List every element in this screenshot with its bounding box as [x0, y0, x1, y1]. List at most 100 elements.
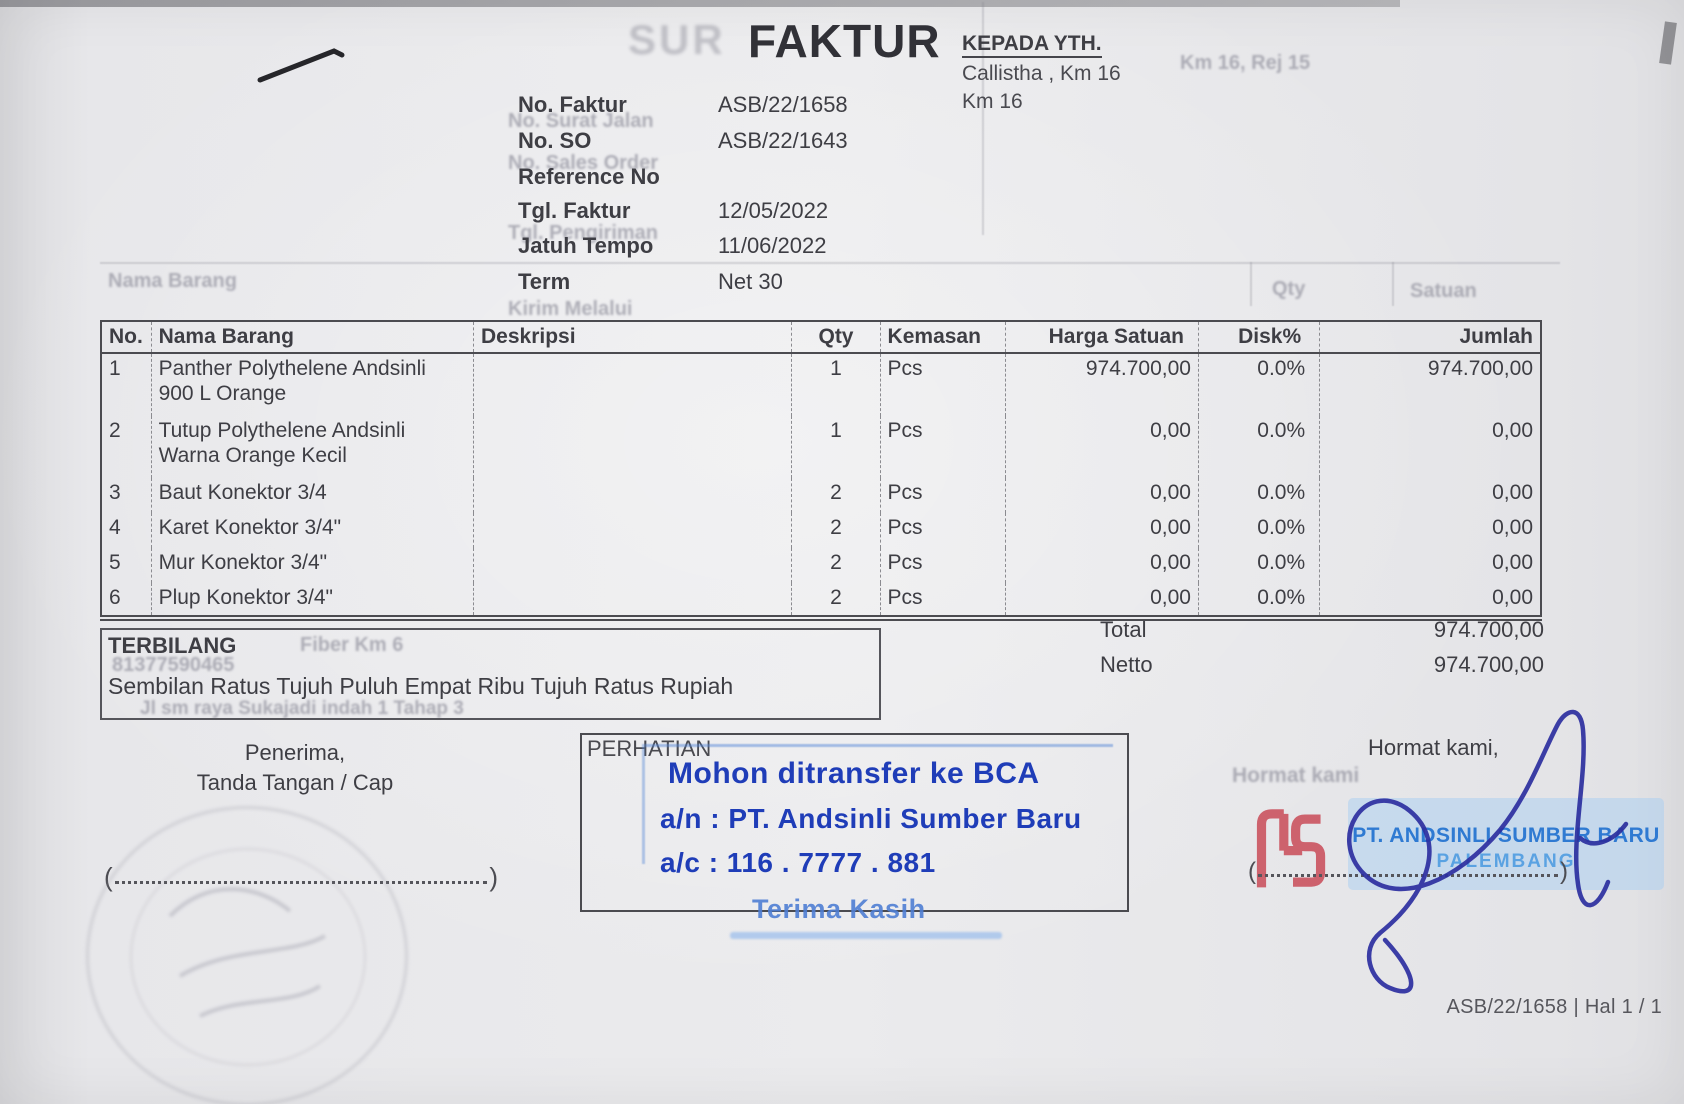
- recipient-line-2: Km 16: [962, 90, 1023, 113]
- cell-disk: 0.0%: [1197, 477, 1320, 513]
- col-header-deskripsi: Deskripsi: [472, 321, 792, 354]
- cell-harga: 0,00: [1004, 477, 1199, 513]
- meta-value: Net 30: [718, 269, 783, 294]
- page-footer: ASB/22/1658 | Hal 1 / 1: [1446, 996, 1662, 1018]
- paren-close: ): [1560, 858, 1568, 885]
- cell-jumlah: 0,00: [1319, 415, 1541, 478]
- cell-harga: 0,00: [1004, 582, 1199, 615]
- item-row: 3 Baut Konektor 3/4 2 Pcs 0,00 0.0% 0,00: [101, 477, 1541, 513]
- payment-stamp-border-top: [645, 744, 1113, 747]
- meta-value: 11/06/2022: [718, 233, 827, 258]
- meta-value: ASB/22/1658: [718, 92, 848, 117]
- items-table: No. Nama Barang Deskripsi Qty Kemasan Ha…: [100, 320, 1542, 615]
- cell-no: 4: [109, 515, 121, 539]
- terbilang-words: Sembilan Ratus Tujuh Puluh Empat Ribu Tu…: [108, 673, 734, 699]
- col-header-disk: Disk%: [1197, 321, 1320, 354]
- cell-kemasan: Pcs: [879, 582, 1006, 615]
- ghost-meta-line: No. Surat Jalan: [508, 110, 654, 132]
- cell-qty: 2: [791, 582, 881, 615]
- item-row: 1 Panther Polythelene Andsinli 900 L Oran…: [101, 352, 1541, 416]
- cell-harga: 0,00: [1004, 547, 1199, 583]
- ghost-table-header-name: Nama Barang: [108, 270, 237, 292]
- payment-stamp-line-4: Terima Kasih: [752, 894, 926, 924]
- cell-jumlah: 0,00: [1319, 547, 1541, 583]
- cell-name: Mur Konektor 3/4": [150, 547, 474, 583]
- ghost-meta-line: Tgl. Pengiriman: [508, 222, 659, 244]
- payment-stamp-border-left: [642, 744, 645, 864]
- scan-corner-mark: [1659, 21, 1677, 65]
- cell-jumlah: 974.700,00: [1319, 352, 1541, 416]
- cell-kemasan: Pcs: [879, 415, 1006, 478]
- faint-stamp-scribble: [168, 887, 326, 1018]
- ghost-text: Fiber Km 6: [300, 634, 404, 656]
- receiver-line-1: Penerima,: [244, 740, 346, 765]
- items-table-wrapper: No. Nama Barang Deskripsi Qty Kemasan Ha…: [100, 320, 1542, 621]
- ghost-title-fragment: SUR: [628, 16, 726, 63]
- ghost-vertical-rule: [982, 2, 984, 235]
- scan-edge-strip: [0, 0, 1400, 7]
- cell-qty: 1: [791, 415, 881, 478]
- total-value: 974.700,00: [1433, 617, 1544, 642]
- item-row: 5 Mur Konektor 3/4" 2 Pcs 0,00 0.0% 0,00: [101, 547, 1541, 583]
- company-logo-stamp: [1256, 809, 1326, 888]
- cell-desc: [472, 352, 792, 416]
- col-header-no: No.: [101, 321, 152, 354]
- paren-close: ): [489, 862, 498, 892]
- ghost-meta-line: Kirim Melalui: [508, 298, 633, 320]
- meta-label: Tgl. Faktur: [518, 198, 631, 223]
- attention-box: PERHATIAN: [580, 733, 1129, 912]
- cell-disk: 0.0%: [1197, 512, 1320, 548]
- company-stamp-city: PALEMBANG: [1436, 851, 1576, 872]
- cell-kemasan: Pcs: [879, 352, 1006, 416]
- cell-kemasan: Pcs: [879, 477, 1006, 513]
- meta-value: 12/05/2022: [718, 198, 829, 223]
- signer-heading: Hormat kami,: [1368, 735, 1499, 760]
- ghost-table-column-rule: [1250, 262, 1252, 306]
- terbilang-label: TERBILANG: [108, 633, 237, 658]
- cell-no: 2: [109, 418, 121, 442]
- cell-harga: 974.700,00: [1004, 352, 1199, 416]
- signature: [1346, 709, 1629, 994]
- ghost-table-column-rule: [1392, 262, 1394, 306]
- cell-jumlah: 0,00: [1319, 477, 1541, 513]
- payment-stamp-line-2: a/n : PT. Andsinli Sumber Baru: [660, 803, 1082, 834]
- recipient-block: KEPADA YTH. Callistha , Km 16 Km 16: [962, 32, 1121, 114]
- meta-label: Jatuh Tempo: [518, 233, 654, 258]
- cell-name: Plup Konektor 3/4": [150, 582, 474, 615]
- payment-stamp-line-3: a/c : 116 . 7777 . 881: [660, 847, 936, 878]
- meta-label: No. SO: [518, 128, 592, 153]
- attention-label: PERHATIAN: [587, 736, 712, 761]
- paren-open: (: [104, 862, 113, 892]
- pen-mark: [257, 48, 345, 83]
- cell-qty: 1: [791, 352, 881, 416]
- cell-qty: 2: [791, 477, 881, 513]
- ghost-table-header-qty: Qty: [1272, 278, 1306, 300]
- netto-value: 974.700,00: [1433, 652, 1544, 677]
- payment-stamp-underline-smear: [730, 932, 1002, 939]
- cell-no: 5: [109, 550, 121, 574]
- cell-name: Panther Polythelene Andsinli 900 L Orange: [150, 352, 474, 416]
- cell-kemasan: Pcs: [879, 512, 1006, 548]
- ghost-table-top-rule: [100, 262, 1560, 264]
- cell-kemasan: Pcs: [879, 547, 1006, 583]
- ghost-recipient-fragment: Km 16, Rej 15: [1180, 52, 1311, 74]
- item-row: 2 Tutup Polythelene Andsinli Warna Orange…: [101, 415, 1541, 478]
- invoice-meta: No. Faktur ASB/22/1658 No. SO ASB/22/164…: [518, 92, 1038, 305]
- meta-label: Term: [518, 269, 571, 294]
- ghost-table-header-satuan: Satuan: [1410, 280, 1477, 302]
- cell-harga: 0,00: [1004, 512, 1199, 548]
- cell-harga: 0,00: [1004, 415, 1199, 478]
- ghost-text: Jl sm raya Sukajadi indah 1 Tahap 3: [140, 698, 464, 719]
- cell-desc: [472, 512, 792, 548]
- payment-stamp-line-1: Mohon ditransfer ke BCA: [668, 757, 1040, 790]
- faint-round-stamp-inner: [130, 848, 366, 1066]
- cell-qty: 2: [791, 512, 881, 548]
- cell-disk: 0.0%: [1197, 547, 1320, 583]
- netto-label: Netto: [1100, 652, 1153, 677]
- dotted-leader: [1258, 874, 1558, 877]
- total-row: Total 974.700,00: [1100, 617, 1544, 643]
- cell-desc: [472, 415, 792, 478]
- cell-no: 1: [109, 356, 121, 380]
- signer-signature-line: ( ): [1248, 858, 1568, 886]
- meta-value: ASB/22/1643: [718, 128, 848, 153]
